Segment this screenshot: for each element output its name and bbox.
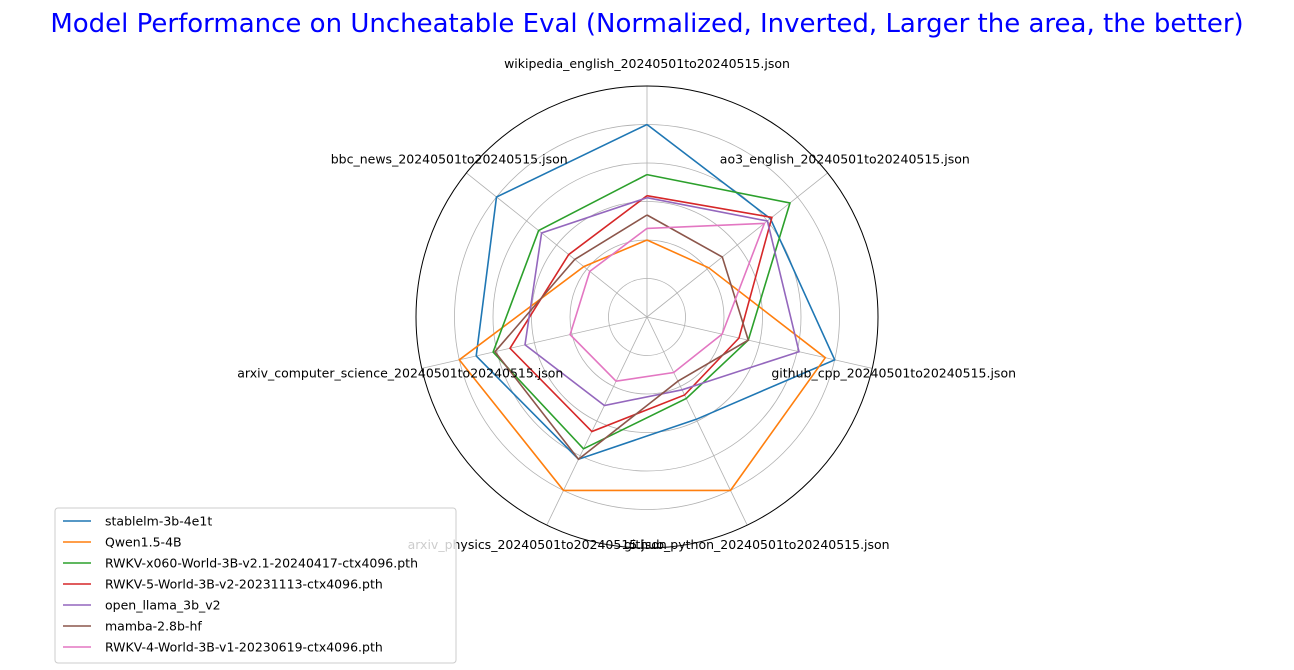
axis-label: arxiv_computer_science_20240501to2024051… [237,365,563,380]
legend-entry: RWKV-x060-World-3B-v2.1-20240417-ctx4096… [105,556,418,571]
series-line [524,196,800,407]
chart-title: Model Performance on Uncheatable Eval (N… [50,9,1243,39]
series-line [458,239,827,492]
legend-entry: RWKV-4-World-3B-v1-20230619-ctx4096.pth [105,640,383,655]
axis-spoke [646,316,748,526]
axis-label: wikipedia_english_20240501to20240515.jso… [504,56,790,71]
series-line [569,222,766,383]
axis-label: arxiv_physics_20240501to20240515.json [408,537,667,552]
legend-entry: stablelm-3b-4e1t [105,514,212,529]
axis-spoke [546,316,648,526]
axis-label: github_cpp_20240501to20240515.json [771,365,1016,380]
series-line [475,123,836,461]
axis-spoke [646,316,873,369]
axis-labels: wikipedia_english_20240501to20240515.jso… [237,56,1016,552]
legend-box [54,507,457,664]
legend-entry: open_llama_3b_v2 [105,598,221,613]
axis-spoke [646,172,828,318]
legend-entry: Qwen1.5-4B [105,535,182,550]
axis-label: ao3_english_20240501to20240515.json [720,151,970,166]
legend-entry: mamba-2.8b-hf [105,619,202,634]
series-layer [458,123,836,492]
series-line [493,214,750,461]
axis-label: github_python_20240501to20240515.json [624,537,890,552]
outer-frame [415,85,879,549]
series-line [492,173,792,450]
axis-label: bbc_news_20240501to20240515.json [331,151,568,166]
legend: stablelm-3b-4e1t Qwen1.5-4B RWKV-x060-Worl… [54,507,457,664]
axis-spoke [421,316,648,369]
legend-entry: RWKV-5-World-3B-v2-20231113-ctx4096.pth [105,577,383,592]
